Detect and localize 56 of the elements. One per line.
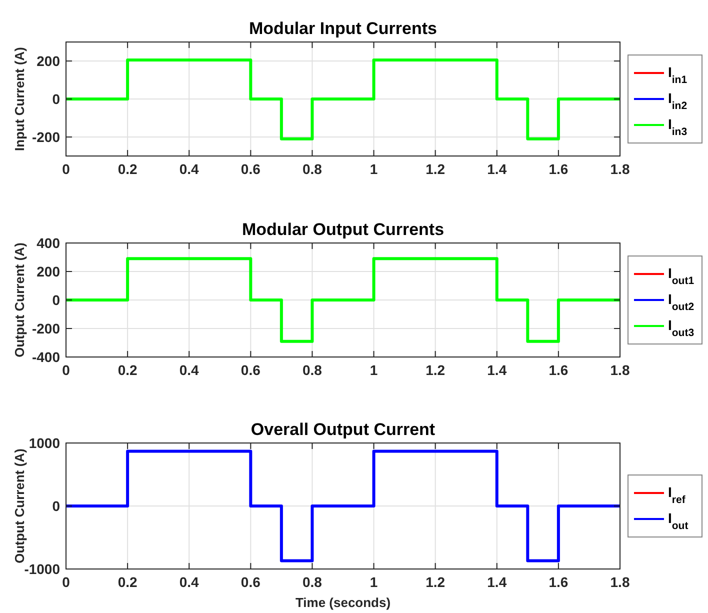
x-tick-label: 1.8 <box>610 574 630 590</box>
y-tick-label: 400 <box>36 235 60 251</box>
y-tick-label: -200 <box>32 129 60 145</box>
x-tick-label: 1 <box>370 574 378 590</box>
x-tick-label: 0.4 <box>179 574 200 590</box>
x-tick-label: 0 <box>62 574 70 590</box>
y-tick-label: 200 <box>36 264 60 280</box>
x-tick-label: 0.4 <box>179 161 200 177</box>
x-tick-label: 1.8 <box>610 362 630 378</box>
y-tick-label: -200 <box>32 320 60 336</box>
x-tick-label: 0.2 <box>118 362 138 378</box>
x-tick-label: 1.2 <box>426 574 446 590</box>
x-tick-label: 1.2 <box>426 362 446 378</box>
x-tick-label: 1.4 <box>487 574 507 590</box>
x-tick-label: 1.4 <box>487 362 507 378</box>
x-tick-label: 0.6 <box>240 161 261 177</box>
x-tick-label: 0.4 <box>179 362 200 378</box>
y-tick-label: 200 <box>36 53 60 69</box>
y-tick-label: 0 <box>52 91 60 107</box>
y-axis-title: Output Current (A) <box>12 242 27 358</box>
y-tick-label: -400 <box>32 349 60 365</box>
x-tick-label: 0.6 <box>240 362 261 378</box>
legend-label: I$_{out1}$ <box>668 265 694 287</box>
legend-label: I$_{in1}$ <box>668 64 688 86</box>
legend-label: I$_{out3}$ <box>668 317 694 339</box>
x-tick-label: 1 <box>370 161 378 177</box>
x-tick-label: 0.6 <box>240 574 261 590</box>
x-tick-label: 1.6 <box>548 362 568 378</box>
legend-label: I$_{ref}$ <box>668 484 686 506</box>
x-tick-label: 0 <box>62 161 70 177</box>
y-tick-label: -1000 <box>24 561 60 577</box>
x-tick-label: 1 <box>370 362 378 378</box>
legend-label: I$_{out2}$ <box>668 291 694 313</box>
x-tick-label: 1.2 <box>426 161 446 177</box>
x-tick-label: 0.8 <box>302 362 322 378</box>
legend-label: I$_{out}$ <box>668 510 689 532</box>
x-tick-label: 0.8 <box>302 161 322 177</box>
y-axis-title: Output Current (A) <box>12 448 27 564</box>
x-tick-label: 0.2 <box>118 161 138 177</box>
x-axis-title: Time (seconds) <box>295 595 391 610</box>
y-tick-label: 0 <box>52 498 60 514</box>
chart-title: Modular Input Currents <box>249 19 437 38</box>
x-tick-label: 0.8 <box>302 574 322 590</box>
x-tick-label: 0 <box>62 362 70 378</box>
x-tick-label: 0.2 <box>118 574 138 590</box>
chart-title: Overall Output Current <box>250 420 436 439</box>
x-tick-label: 1.6 <box>548 574 568 590</box>
y-tick-label: 0 <box>52 292 60 308</box>
y-tick-label: 1000 <box>28 435 60 451</box>
x-tick-label: 1.4 <box>487 161 507 177</box>
x-tick-label: 1.8 <box>610 161 630 177</box>
chart-title: Modular Output Currents <box>242 220 444 239</box>
legend-label: I$_{in2}$ <box>668 90 688 112</box>
legend-label: I$_{in3}$ <box>668 116 688 138</box>
x-tick-label: 1.6 <box>548 161 568 177</box>
y-axis-title: Input Current (A) <box>12 47 27 151</box>
